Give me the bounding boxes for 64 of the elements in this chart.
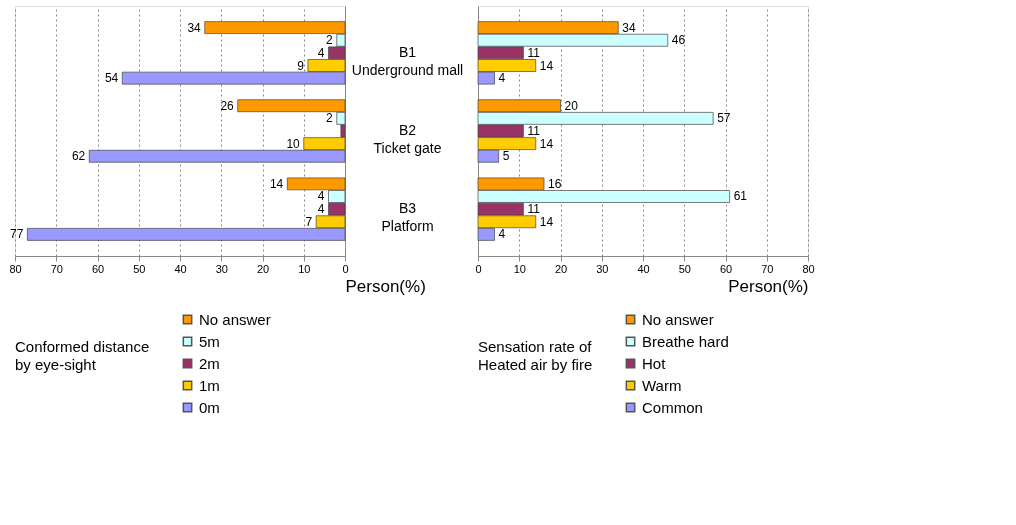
data-label: 61 — [733, 189, 748, 204]
legend-label: 5m — [199, 332, 220, 350]
x-tick-label: 60 — [719, 262, 733, 275]
data-label: 7 — [305, 214, 313, 229]
x-tick-label: 50 — [678, 262, 691, 275]
data-label: 2 — [326, 33, 334, 48]
legend-label: No answer — [199, 310, 271, 328]
x-tick-label: 10 — [298, 262, 311, 275]
x-tick-label: 30 — [596, 262, 609, 275]
data-label: 11 — [527, 45, 541, 60]
data-label: 4 — [317, 45, 325, 60]
data-label: 4 — [317, 202, 325, 217]
data-label: 4 — [317, 189, 325, 204]
data-label: 14 — [539, 214, 554, 229]
x-tick-label: 80 — [9, 262, 22, 275]
data-label: 34 — [187, 20, 202, 35]
legend-label: 2m — [199, 354, 220, 372]
data-label: 4 — [498, 71, 506, 86]
x-tick-label: 10 — [513, 262, 526, 275]
data-label: 2 — [326, 111, 334, 126]
x-tick-label: 70 — [761, 262, 774, 275]
data-label: 10 — [286, 136, 301, 151]
x-tick-label: 50 — [133, 262, 146, 275]
legend-label: 0m — [199, 398, 220, 416]
legend-label: 1m — [199, 376, 220, 394]
data-label: 34 — [622, 20, 636, 35]
data-label: 11 — [527, 202, 541, 217]
y-tick-label: B1 Underground mall — [351, 43, 464, 78]
data-label: 16 — [548, 176, 562, 191]
legend-label: No answer — [642, 310, 714, 328]
x-tick-label: 40 — [174, 262, 187, 275]
data-label: 20 — [564, 98, 579, 113]
x-tick-label: 20 — [554, 262, 568, 275]
data-label: 62 — [71, 149, 86, 164]
legend-label: Warm — [642, 376, 682, 394]
legend-title: Sensation rate of Heated air by fire — [478, 338, 593, 373]
x-tick-label: 20 — [256, 262, 270, 275]
y-tick-label: B3 Platform — [381, 200, 434, 235]
data-label: 9 — [297, 58, 305, 73]
legend-label: Common — [642, 398, 703, 416]
legend-title: Conformed distance by eye-sight — [15, 338, 150, 373]
data-label: 57 — [717, 111, 731, 126]
data-label: 46 — [671, 33, 686, 48]
y-tick-label: B2 Ticket gate — [373, 122, 442, 156]
x-axis-title: Person(%) — [345, 276, 426, 296]
data-label: 14 — [539, 58, 554, 73]
x-tick-label: 70 — [50, 262, 63, 275]
x-axis-title: Person(%) — [728, 276, 809, 296]
x-tick-label: 80 — [802, 262, 815, 275]
x-tick-label: 0 — [342, 262, 349, 275]
x-tick-label: 0 — [475, 262, 482, 275]
data-label: 4 — [498, 227, 506, 242]
x-tick-label: 40 — [637, 262, 650, 275]
data-label: 11 — [527, 124, 541, 138]
data-label: 26 — [220, 98, 235, 113]
x-tick-label: 30 — [215, 262, 228, 275]
data-label: 54 — [104, 71, 119, 86]
legend-label: Breathe hard — [642, 332, 729, 350]
legend-label: Hot — [642, 354, 667, 372]
data-label: 14 — [539, 136, 554, 151]
data-label: 5 — [502, 149, 510, 164]
x-tick-label: 60 — [91, 262, 105, 275]
data-label: 77 — [10, 227, 24, 242]
data-label: 14 — [269, 176, 284, 191]
